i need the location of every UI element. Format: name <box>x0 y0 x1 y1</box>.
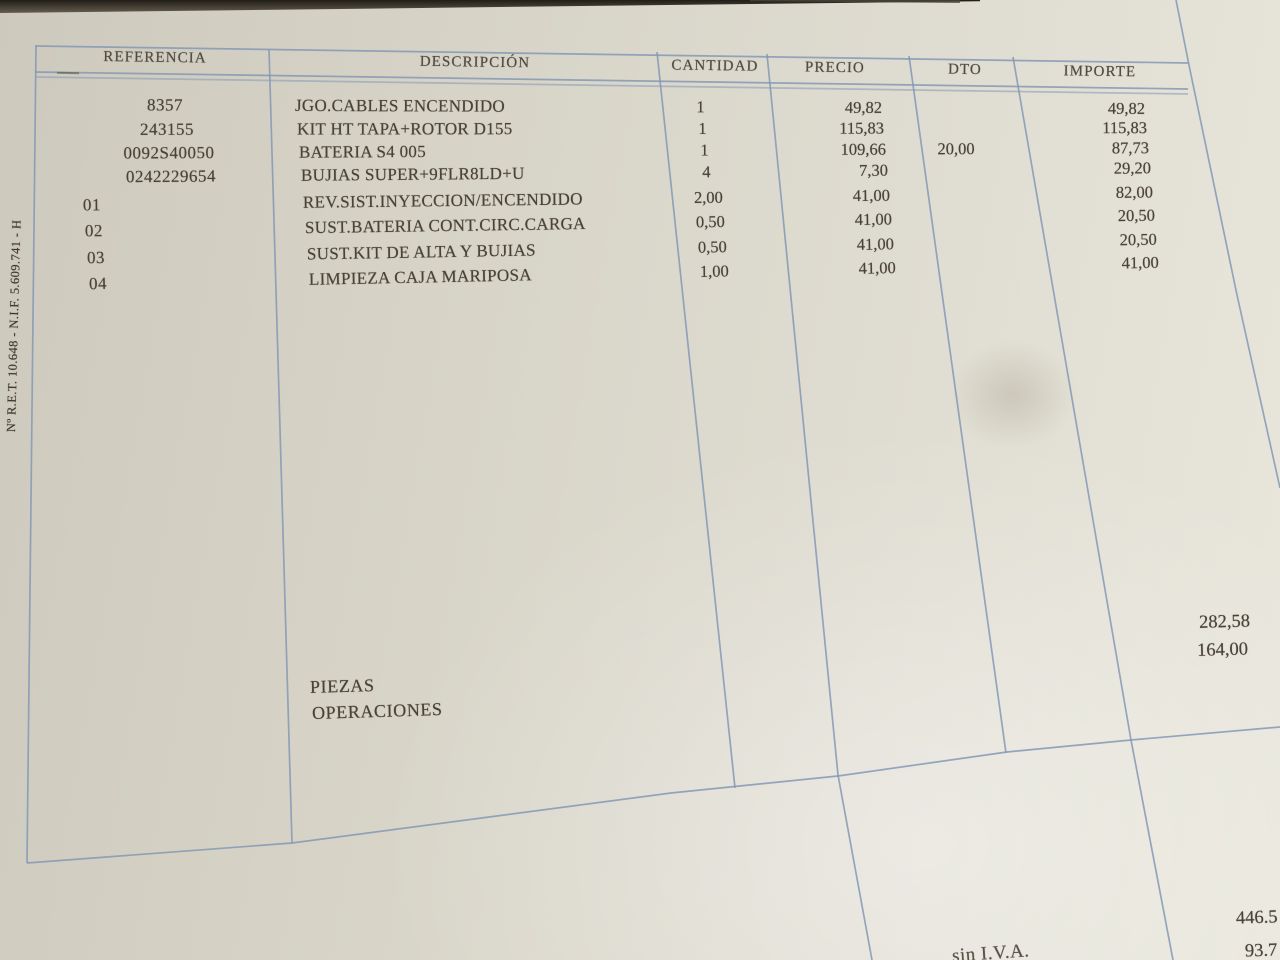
row-7-ref: 03 <box>86 247 106 268</box>
row-2-amount: 115,83 <box>1102 118 1148 138</box>
row-3-amount: 87,73 <box>1111 138 1150 158</box>
row-3-desc: BATERIA S4 005 <box>298 141 427 162</box>
row-1-price: 49,82 <box>844 97 883 117</box>
row-7-dto <box>914 232 1014 256</box>
row-3-price: 109,66 <box>840 139 887 159</box>
row-6-dto <box>912 208 1012 231</box>
paper-smudge <box>948 340 1078 450</box>
row-5-amount: 82,00 <box>1115 182 1154 202</box>
photo-dark-edge-sliver <box>750 0 960 3</box>
row-6-qty: 0,50 <box>695 211 725 232</box>
row-4-amount: 29,20 <box>1113 158 1152 178</box>
row-2-desc: KIT HT TAPA+ROTOR D155 <box>296 119 513 139</box>
piezas-label: PIEZAS <box>309 675 375 697</box>
row-4-ref: 0242229654 <box>125 166 217 187</box>
row-3-qty: 1 <box>700 140 709 160</box>
row-1-dto <box>902 98 1002 120</box>
row-4-desc: BUJIAS SUPER+9FLR8LD+U <box>300 163 525 185</box>
header-descripcion: DESCRIPCIÓN <box>419 53 531 72</box>
row-7-amount: 20,50 <box>1119 229 1157 250</box>
header-referencia: REFERENCIA <box>103 49 207 67</box>
row-2-qty: 1 <box>698 118 707 138</box>
row-2-dto <box>904 118 1004 140</box>
row-2-ref: 243155 <box>139 119 195 139</box>
row-1-qty: 1 <box>696 97 705 117</box>
row-8-amount: 41,00 <box>1121 252 1159 273</box>
piezas-total: 282,58 <box>1198 611 1251 633</box>
invoice-row-1: 8357 JGO.CABLES ENCENDIDO 1 49,82 49,82 <box>35 95 1185 121</box>
row-6-amount: 20,50 <box>1117 205 1155 226</box>
row-8-ref: 04 <box>88 273 108 294</box>
subtotal-amount-partial: 446.5 <box>1235 907 1278 929</box>
row-7-qty: 0,50 <box>697 237 727 257</box>
row-5-ref: 01 <box>82 195 102 215</box>
row-8-dto <box>916 256 1016 280</box>
row-6-price: 41,00 <box>854 209 893 229</box>
row-4-price: 7,30 <box>858 160 889 180</box>
operaciones-label: OPERACIONES <box>311 698 443 724</box>
row-5-dto <box>910 184 1010 207</box>
row-1-desc: JGO.CABLES ENCENDIDO <box>294 95 506 116</box>
row-5-price: 41,00 <box>852 185 891 206</box>
row-1-ref: 8357 <box>146 95 184 115</box>
row-3-ref: 0092S40050 <box>123 143 215 163</box>
header-importe: IMPORTE <box>1063 63 1137 81</box>
row-7-price: 41,00 <box>856 234 895 254</box>
row-4-dto <box>908 160 1008 183</box>
row-8-price: 41,00 <box>858 258 896 278</box>
row-4-qty: 4 <box>702 162 711 182</box>
operaciones-total: 164,00 <box>1196 639 1249 661</box>
iva-amount-partial: 93.7 <box>1244 940 1278 960</box>
row-6-ref: 02 <box>84 221 104 241</box>
row-8-qty: 1,00 <box>699 261 729 281</box>
row-2-price: 115,83 <box>839 118 885 138</box>
row-5-qty: 2,00 <box>693 187 723 208</box>
row-3-dto: 20,00 <box>937 139 975 159</box>
